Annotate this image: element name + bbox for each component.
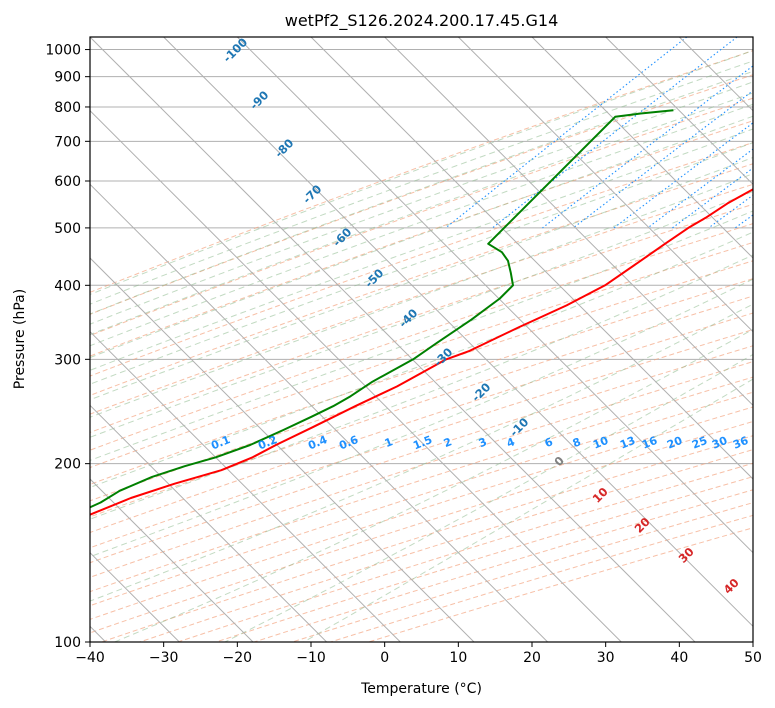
moist-adiabat (90, 278, 753, 558)
x-tick-label: 50 (744, 650, 762, 666)
y-tick-label: 1000 (45, 43, 81, 59)
isotherm-line (457, 37, 753, 333)
mixing-ratio-label: 36 (731, 434, 750, 452)
isotherm-line (90, 478, 254, 642)
mixing-ratio-label: 20 (665, 434, 684, 452)
isotherm-line (90, 330, 401, 642)
moist-adiabat (90, 128, 753, 371)
dry-adiabat (90, 142, 753, 377)
isotherm-line (310, 37, 753, 480)
x-tick-label: −30 (149, 650, 179, 666)
x-tick-label: 40 (670, 650, 688, 666)
mixing-ratio-label: 13 (618, 434, 637, 452)
y-tick-label: 900 (54, 70, 81, 86)
y-tick-label: 300 (54, 352, 81, 368)
x-tick-label: 20 (523, 650, 541, 666)
dry-adiabat (90, 376, 753, 593)
mixing-ratio-label: 1 (383, 435, 395, 450)
moist-adiabat (90, 60, 753, 305)
y-tick-label: 600 (54, 174, 81, 190)
isotherm-line (90, 183, 549, 642)
dry-adiabat (90, 223, 753, 451)
plot-background (90, 37, 753, 642)
isotherm-line (90, 109, 622, 642)
moist-adiabat (90, 173, 753, 418)
dry-adiabat (90, 391, 753, 607)
dry-adiabat (90, 260, 753, 485)
y-tick-label: 500 (54, 221, 81, 237)
isotherm-line (752, 37, 753, 38)
dry-adiabat (90, 329, 753, 549)
y-tick-label: 700 (54, 134, 81, 150)
y-axis-label: Pressure (hPa) (12, 289, 28, 389)
dry-adiabat (90, 312, 753, 534)
x-tick-label: −20 (223, 650, 253, 666)
y-tick-label: 800 (54, 100, 81, 116)
isotherm-line (384, 37, 753, 407)
plot-frame (89, 36, 754, 643)
dry-adiabat (90, 163, 753, 396)
dry-adiabat (90, 50, 753, 293)
moist-adiabat (90, 142, 753, 385)
mixing-ratio-label: 30 (710, 434, 729, 452)
mixing-ratio-label: 8 (571, 435, 583, 450)
mixing-ratio-label: 10 (591, 434, 610, 452)
moist-adiabat (90, 190, 753, 438)
mixing-ratio-label: 2 (442, 435, 454, 450)
dry-adiabat (90, 97, 753, 337)
dry-adiabat (90, 278, 753, 502)
isotherm-line (605, 37, 753, 186)
mixing-ratio-line (672, 167, 753, 229)
chart-title: wetPf2_S126.2024.200.17.45.G14 (285, 11, 559, 31)
mixing-ratio-label: 3 (477, 435, 489, 450)
mixing-ratio-label: 16 (640, 434, 659, 452)
y-tick-label: 400 (54, 278, 81, 294)
mixing-ratio-label: 25 (690, 434, 709, 452)
moist-adiabat (90, 156, 753, 401)
moist-adiabat (90, 92, 753, 336)
moist-adiabat (303, 378, 753, 642)
y-tick-label: 200 (54, 457, 81, 473)
dry-adiabat (90, 361, 753, 578)
dry-adiabat (90, 241, 753, 469)
moist-adiabat (90, 81, 753, 325)
dewpoint-profile-line (90, 109, 674, 509)
moist-adiabat (90, 115, 753, 359)
dry-adiabat (90, 295, 753, 518)
moist-adiabat (90, 303, 753, 602)
x-tick-label: 0 (380, 650, 389, 666)
temperature-profile-line (90, 188, 753, 516)
x-tick-label: 10 (449, 650, 467, 666)
mixing-ratio-line (542, 65, 753, 229)
isotherm-line (531, 37, 753, 259)
x-tick-label: −40 (75, 650, 105, 666)
moist-adiabat (90, 50, 753, 296)
isotherm-line (236, 37, 753, 554)
x-axis-label: Temperature (°C) (360, 681, 482, 697)
isotherm-line (90, 404, 328, 642)
mixing-ratio-line (572, 90, 753, 229)
isotherm-line (90, 37, 696, 642)
dry-adiabat (90, 345, 753, 564)
x-tick-label: −10 (296, 650, 326, 666)
moist-adiabat (90, 70, 753, 315)
y-tick-label: 100 (54, 635, 81, 651)
x-tick-label: 30 (597, 650, 615, 666)
isotherm-line (90, 257, 475, 642)
isotherm-line (163, 37, 753, 628)
